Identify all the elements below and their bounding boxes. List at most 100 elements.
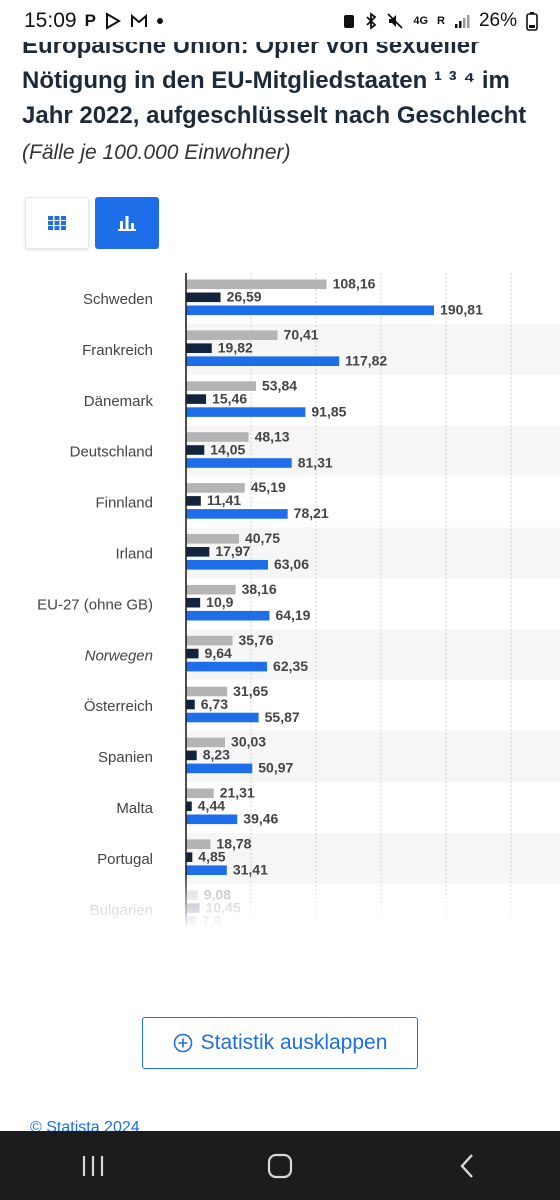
home-button[interactable] xyxy=(250,1146,310,1186)
recents-button[interactable] xyxy=(63,1146,123,1186)
data-label: 17,97 xyxy=(215,543,250,559)
bar[interactable] xyxy=(186,483,245,493)
bar[interactable] xyxy=(186,394,207,404)
bar[interactable] xyxy=(186,763,253,774)
bar[interactable] xyxy=(186,509,288,519)
bar[interactable] xyxy=(186,330,278,340)
bar[interactable] xyxy=(186,661,268,672)
bar[interactable] xyxy=(186,458,292,468)
bar-chart: 108,16 26,59 190,81 Schweden 70,41 19,82 117,8… xyxy=(0,273,560,930)
bar[interactable] xyxy=(186,852,193,862)
data-label: 4,44 xyxy=(198,798,225,814)
bar[interactable] xyxy=(186,788,214,799)
bar[interactable] xyxy=(186,686,228,697)
status-time: 15:09 xyxy=(24,9,77,32)
data-label: 55,87 xyxy=(265,709,300,725)
bar[interactable] xyxy=(186,496,201,506)
bar-chart-icon xyxy=(118,216,136,231)
row-background xyxy=(186,629,560,681)
battery-icon xyxy=(526,12,538,31)
bar[interactable] xyxy=(186,547,210,557)
data-label: 117,82 xyxy=(345,353,387,369)
bar[interactable] xyxy=(186,343,212,353)
expand-statistic-button[interactable]: Statistik ausklappen xyxy=(142,1017,418,1069)
data-label: 38,16 xyxy=(242,581,277,597)
bar[interactable] xyxy=(186,534,239,544)
bar[interactable] xyxy=(186,597,201,608)
category-label: Norwegen xyxy=(85,647,153,664)
bar[interactable] xyxy=(186,699,195,710)
data-label: 70,41 xyxy=(284,327,319,343)
data-label: 40,75 xyxy=(245,530,280,546)
bar[interactable] xyxy=(186,750,197,761)
bar[interactable] xyxy=(186,865,227,875)
bar[interactable] xyxy=(186,560,268,570)
recents-icon xyxy=(83,1155,104,1176)
home-icon xyxy=(267,1153,293,1178)
data-label: 91,85 xyxy=(311,403,346,419)
bluetooth-icon xyxy=(366,12,377,30)
data-label: 31,65 xyxy=(233,683,268,699)
signal-icon xyxy=(454,15,470,28)
data-label: 50,97 xyxy=(258,760,293,776)
category-label: Schweden xyxy=(83,291,153,308)
row-background xyxy=(186,731,560,782)
bar[interactable] xyxy=(186,648,199,659)
dot-icon xyxy=(156,18,163,24)
data-label: 62,35 xyxy=(273,658,308,674)
data-label: 19,82 xyxy=(218,340,253,356)
bar[interactable] xyxy=(186,305,435,316)
bar[interactable] xyxy=(186,292,221,303)
notification-p-icon: P xyxy=(84,11,96,30)
data-label: 190,81 xyxy=(440,302,483,318)
bar[interactable] xyxy=(186,610,270,621)
chart-view-button[interactable] xyxy=(95,197,159,249)
grid-icon xyxy=(48,216,66,230)
category-label: Irland xyxy=(115,546,153,563)
bar[interactable] xyxy=(186,635,233,646)
sync-icon xyxy=(344,15,355,28)
data-label: 108,16 xyxy=(333,276,376,292)
category-label: Deutschland xyxy=(70,444,153,461)
back-icon xyxy=(460,1153,473,1178)
bar[interactable] xyxy=(186,737,226,748)
bar[interactable] xyxy=(186,356,340,366)
category-label: Malta xyxy=(116,800,153,817)
status-bar: 15:09 P 4G R 26% xyxy=(0,0,560,42)
data-label: 53,84 xyxy=(262,377,297,393)
bar[interactable] xyxy=(186,432,249,442)
data-label: 30,03 xyxy=(231,734,266,750)
bar[interactable] xyxy=(186,445,205,455)
bar[interactable] xyxy=(186,712,259,723)
data-label: 4,85 xyxy=(198,849,225,865)
data-label: 26,59 xyxy=(227,289,262,305)
data-label: 48,13 xyxy=(255,428,290,444)
bar[interactable] xyxy=(186,279,327,290)
category-label: Österreich xyxy=(84,697,153,715)
bar[interactable] xyxy=(186,839,211,849)
play-store-icon xyxy=(105,12,121,30)
data-label: 15,46 xyxy=(212,390,247,406)
plus-circle-icon xyxy=(173,1033,192,1053)
mute-icon xyxy=(387,13,403,29)
data-label: 39,46 xyxy=(243,811,278,827)
data-label: 35,76 xyxy=(238,632,273,648)
bar[interactable] xyxy=(186,381,256,391)
battery-level: 26% xyxy=(478,10,517,31)
data-label: 63,06 xyxy=(274,556,309,572)
bar[interactable] xyxy=(186,814,238,825)
gmail-icon xyxy=(130,13,147,27)
back-button[interactable] xyxy=(437,1146,497,1186)
data-label: 78,21 xyxy=(294,505,329,521)
table-view-button[interactable] xyxy=(25,197,89,249)
category-label: Finnland xyxy=(95,495,153,512)
data-label: 11,41 xyxy=(207,492,241,508)
data-label: 81,31 xyxy=(298,454,333,470)
row-background xyxy=(186,527,560,579)
bar[interactable] xyxy=(186,407,306,417)
data-label: 31,41 xyxy=(233,862,268,878)
bar[interactable] xyxy=(186,584,236,595)
category-label: Dänemark xyxy=(84,393,154,410)
category-label: Spanien xyxy=(98,749,153,766)
bar[interactable] xyxy=(186,801,192,812)
